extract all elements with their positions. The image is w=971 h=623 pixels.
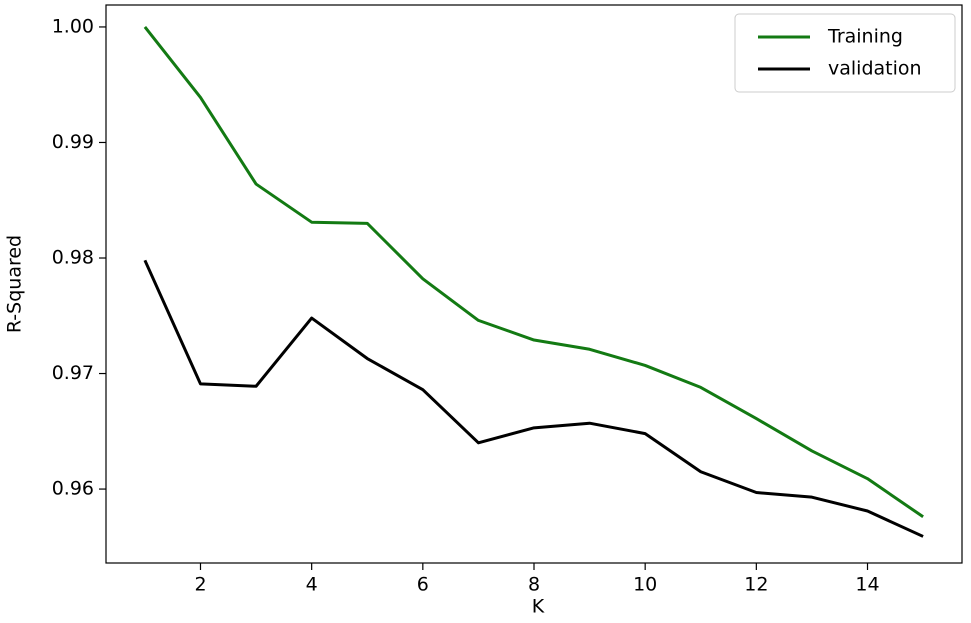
y-tick-label: 0.98 xyxy=(52,247,94,269)
legend-label: Training xyxy=(827,26,903,48)
x-tick-label: 14 xyxy=(855,574,879,596)
data-line xyxy=(143,259,924,538)
y-axis-label: R-Squared xyxy=(4,235,26,333)
legend-box xyxy=(734,13,956,93)
x-tick-label: 4 xyxy=(306,574,318,596)
y-tick-label: 0.96 xyxy=(52,478,94,500)
y-tick-label: 0.99 xyxy=(52,131,94,153)
x-tick-label: 12 xyxy=(744,574,768,596)
x-tick-label: 10 xyxy=(633,574,657,596)
x-axis-label: K xyxy=(532,596,545,618)
data-line xyxy=(143,26,924,519)
y-tick-label: 1.00 xyxy=(52,15,94,37)
x-tick-label: 8 xyxy=(528,574,540,596)
x-tick-label: 6 xyxy=(417,574,429,596)
plot-frame xyxy=(105,4,963,564)
x-tick-label: 2 xyxy=(194,574,206,596)
y-tick-label: 0.97 xyxy=(52,362,94,384)
legend-label: validation xyxy=(828,58,922,80)
